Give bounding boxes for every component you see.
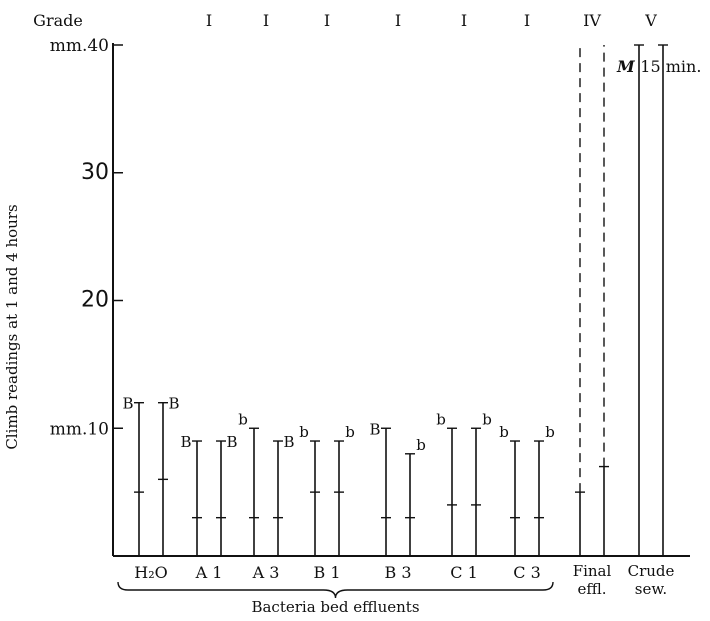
y-tick-label: mm.40	[50, 36, 109, 56]
annotation-text: 15 min.	[640, 57, 701, 76]
y-tick-label: mm.10	[50, 419, 109, 439]
grade-label: I	[324, 11, 330, 30]
category-label: H₂O	[134, 563, 167, 582]
bar-letter-b: b	[299, 423, 309, 441]
bar-letter-b: b	[416, 436, 426, 454]
axes: Climb readings at 1 and 4 hours	[3, 43, 690, 557]
category-label: A 3	[252, 563, 280, 582]
grade-row: Grade I I I I I I IV V	[33, 11, 657, 30]
grade-label: IV	[583, 11, 601, 30]
bar-letter-B: B	[369, 420, 380, 438]
grade-label: I	[395, 11, 401, 30]
category-label: B 3	[384, 563, 411, 582]
bar-annotation: M 15 min.	[616, 57, 701, 76]
bar-letter-B: B	[122, 395, 133, 413]
y-ticks: mm.40 30 20 mm.10	[50, 36, 123, 439]
bar-letter-B: B	[180, 433, 191, 451]
category-label: C 1	[450, 563, 478, 582]
category-label: A 1	[195, 563, 223, 582]
bar-letter-B: B	[226, 433, 237, 451]
grade-label: I	[263, 11, 269, 30]
bar-letter-b: b	[436, 410, 446, 428]
y-tick-label: 30	[81, 160, 109, 185]
bracket: Bacteria bed effluents	[117, 581, 554, 616]
bar-letter-b: b	[345, 423, 355, 441]
bar-letter-B: B	[283, 433, 294, 451]
category-label: C 3	[513, 563, 541, 582]
category-label-line2: effl.	[577, 580, 606, 598]
annotation-italic: M	[616, 57, 640, 76]
bracket-brace	[117, 581, 554, 599]
category-label-line1: Final	[573, 562, 612, 580]
grade-label: I	[461, 11, 467, 30]
bar-letter-b: b	[482, 410, 492, 428]
grade-heading: Grade	[33, 11, 83, 30]
bar-letter-b: b	[499, 423, 509, 441]
bar-letter-b: b	[545, 423, 555, 441]
bracket-label: Bacteria bed effluents	[251, 598, 419, 616]
grade-label: V	[644, 11, 657, 30]
y-axis-label: Climb readings at 1 and 4 hours	[3, 204, 21, 449]
bar-letter-b: b	[238, 410, 248, 428]
category-label-line2: sew.	[635, 580, 667, 598]
grade-label: I	[206, 11, 212, 30]
bar-letter-B: B	[168, 395, 179, 413]
category-label: B 1	[313, 563, 340, 582]
grade-label: I	[524, 11, 530, 30]
y-tick-label: 20	[81, 288, 109, 313]
category-label-line1: Crude	[628, 562, 675, 580]
